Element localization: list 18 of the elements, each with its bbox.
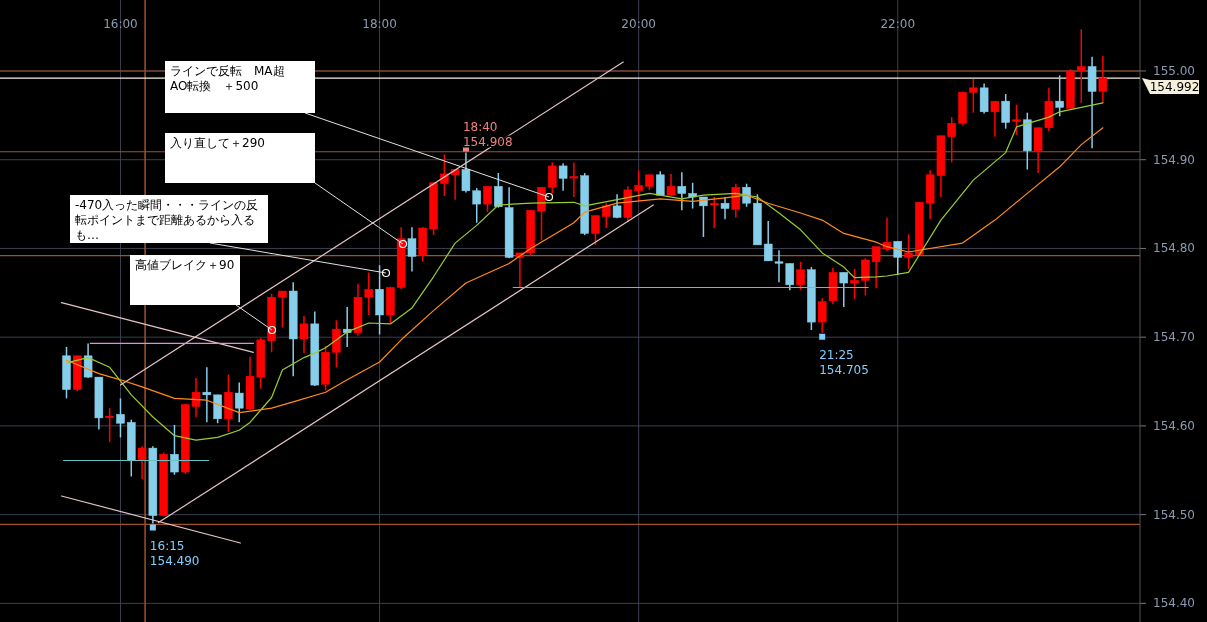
x-tick-label: 16:00 (103, 17, 138, 31)
annotation: ラインで反転 MA超 AO転換 ＋500 (165, 61, 315, 113)
y-tick-label: 154.90 (1153, 152, 1195, 167)
y-tick-label: 154.70 (1153, 330, 1195, 345)
annotation: 21:25 154.705 (819, 347, 869, 377)
ref-line-label: 154.992 (1149, 80, 1200, 95)
y-tick-label: 154.60 (1153, 418, 1195, 433)
annotation: 入り直して＋290 (165, 133, 315, 183)
x-tick-label: 20:00 (621, 17, 656, 31)
annotation: 高値ブレイク＋90 (130, 255, 240, 305)
y-tick-label: 154.80 (1153, 241, 1195, 256)
x-tick-label: 18:00 (362, 17, 397, 31)
x-tick-label: 22:00 (880, 17, 916, 31)
y-tick-label: 154.40 (1153, 596, 1195, 611)
y-tick-label: 155.00 (1153, 63, 1195, 78)
y-tick-label: 154.50 (1153, 507, 1195, 522)
annotation: 16:15 154.490 (149, 538, 200, 568)
annotation: -470入った瞬間・・・ラインの反転ポイントまで距離あるから入るも… (70, 195, 268, 243)
